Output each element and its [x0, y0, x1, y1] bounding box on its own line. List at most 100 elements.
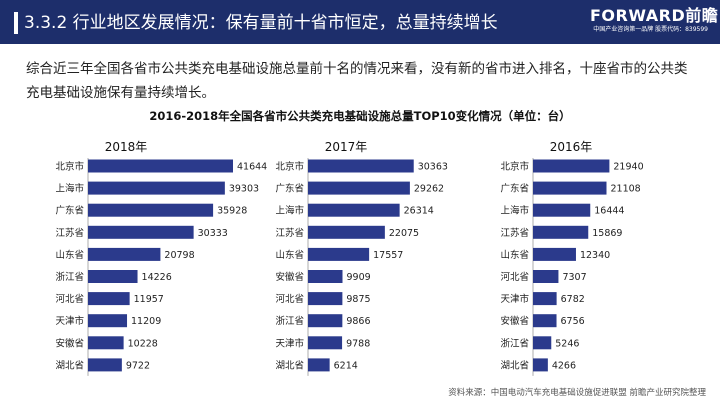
- header-banner: 3.3.2 行业地区发展情况：保有量前十省市恒定，总量持续增长 FORWARD前…: [0, 0, 720, 44]
- category-label: 河北省: [500, 271, 529, 283]
- data-label: 6782: [561, 294, 585, 305]
- bar: [308, 159, 414, 173]
- panel-title: 2017年: [325, 140, 368, 154]
- bar: [88, 247, 161, 261]
- source-note: 资料来源：中国电动汽车充电基础设施促进联盟 前瞻产业研究院整理: [448, 388, 706, 398]
- category-label: 江苏省: [500, 227, 529, 239]
- category-label: 安徽省: [500, 315, 529, 327]
- category-label: 广东省: [275, 183, 304, 195]
- data-label: 9909: [347, 272, 371, 283]
- bar: [533, 292, 557, 306]
- category-label: 北京市: [55, 161, 84, 173]
- bar: [308, 292, 343, 306]
- category-label: 广东省: [500, 183, 529, 195]
- data-label: 30363: [418, 162, 448, 173]
- bar: [308, 336, 343, 350]
- bar: [88, 203, 214, 217]
- data-label: 22075: [389, 228, 419, 239]
- data-label: 9788: [346, 338, 370, 349]
- category-label: 江苏省: [275, 227, 304, 239]
- data-label: 29262: [414, 184, 444, 195]
- category-label: 安徽省: [55, 337, 84, 349]
- bar: [533, 159, 610, 173]
- category-label: 天津市: [55, 315, 84, 327]
- category-label: 上海市: [500, 205, 529, 217]
- bar: [88, 181, 225, 195]
- bar: [533, 314, 557, 328]
- category-label: 天津市: [500, 293, 529, 305]
- bar: [88, 270, 138, 283]
- data-label: 6214: [334, 360, 358, 371]
- bar: [533, 247, 576, 261]
- bar: [533, 203, 591, 217]
- data-label: 30333: [198, 228, 228, 239]
- header-accent-bar: [14, 12, 18, 34]
- category-label: 上海市: [55, 183, 84, 195]
- panel-title: 2016年: [550, 140, 593, 154]
- data-label: 5246: [555, 338, 579, 349]
- bar: [88, 292, 130, 306]
- data-label: 41644: [237, 162, 267, 173]
- category-label: 江苏省: [55, 227, 84, 239]
- bar: [88, 159, 233, 173]
- page-title: 3.3.2 行业地区发展情况：保有量前十省市恒定，总量持续增长: [24, 13, 498, 33]
- bar: [88, 314, 128, 328]
- brand-name: FORWARD前瞻: [590, 6, 719, 25]
- category-label: 浙江省: [500, 337, 529, 349]
- bar: [308, 270, 343, 283]
- data-label: 9866: [346, 316, 370, 327]
- bar: [308, 314, 343, 328]
- category-label: 天津市: [275, 337, 304, 349]
- data-label: 9722: [126, 360, 150, 371]
- chart-title: 2016-2018年全国各省市公共类充电基础设施总量TOP10变化情况（单位：台…: [149, 109, 571, 123]
- category-label: 河北省: [55, 293, 84, 305]
- brand-subtitle: 中国产业咨询第一品牌 股票代码：839599: [593, 26, 708, 33]
- bar: [88, 225, 194, 239]
- bar: [88, 358, 122, 372]
- bar: [533, 358, 548, 372]
- data-label: 16444: [594, 206, 624, 217]
- data-label: 7307: [562, 272, 586, 283]
- bar: [308, 225, 385, 239]
- bar: [308, 247, 370, 261]
- category-label: 北京市: [500, 161, 529, 173]
- category-label: 广东省: [55, 205, 84, 217]
- data-label: 9875: [346, 294, 370, 305]
- bar: [308, 181, 410, 195]
- data-label: 35928: [217, 206, 247, 217]
- data-label: 11957: [134, 294, 164, 305]
- data-label: 6756: [561, 316, 585, 327]
- bar: [533, 181, 607, 195]
- bar: [308, 203, 400, 217]
- category-label: 湖北省: [55, 359, 84, 371]
- data-label: 21108: [610, 184, 640, 195]
- category-label: 安徽省: [275, 271, 304, 283]
- data-label: 26314: [404, 206, 434, 217]
- category-label: 山东省: [275, 249, 304, 261]
- bar: [88, 336, 124, 350]
- data-label: 10228: [128, 338, 158, 349]
- category-label: 山东省: [55, 249, 84, 261]
- data-label: 15869: [592, 228, 622, 239]
- data-label: 17557: [373, 250, 403, 261]
- category-label: 湖北省: [275, 359, 304, 371]
- category-label: 北京市: [275, 161, 304, 173]
- data-label: 4266: [552, 360, 576, 371]
- category-label: 山东省: [500, 249, 529, 261]
- bar: [308, 358, 330, 372]
- data-label: 39303: [229, 184, 259, 195]
- intro-paragraph: 综合近三年全国各省市公共类充电基础设施总量前十名的情况来看，没有新的省市进入排名…: [26, 61, 688, 101]
- category-label: 上海市: [275, 205, 304, 217]
- data-label: 12340: [580, 250, 610, 261]
- bar: [533, 225, 589, 239]
- bar: [533, 336, 552, 350]
- category-label: 浙江省: [275, 315, 304, 327]
- panel-title: 2018年: [105, 140, 148, 154]
- category-label: 湖北省: [500, 359, 529, 371]
- data-label: 11209: [131, 316, 161, 327]
- bar: [533, 270, 559, 283]
